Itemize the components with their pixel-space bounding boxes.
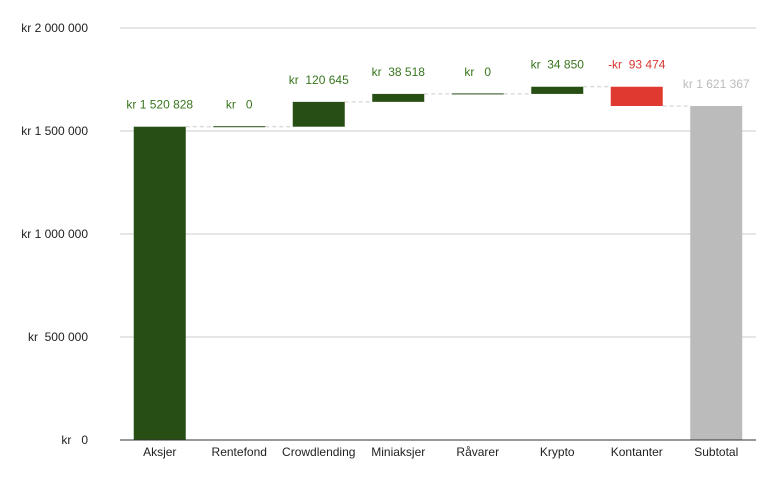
category-label: Miniaksjer <box>371 445 425 459</box>
data-label: kr 0 <box>226 98 253 112</box>
y-tick-label: kr 1 500 000 <box>21 124 88 138</box>
data-label: kr 1 520 828 <box>126 98 193 112</box>
data-label: kr 0 <box>464 65 491 79</box>
data-label: -kr 93 474 <box>608 58 666 72</box>
data-label: kr 34 850 <box>531 58 585 72</box>
bar-krypto <box>531 86 584 94</box>
bar-aksjer <box>133 126 186 440</box>
y-tick-label: kr 0 <box>61 433 88 447</box>
y-tick-label: kr 1 000 000 <box>21 227 88 241</box>
y-tick-label: kr 500 000 <box>28 330 88 344</box>
y-tick-label: kr 2 000 000 <box>21 21 88 35</box>
data-label: kr 1 621 367 <box>683 77 750 91</box>
connector-lines <box>185 86 691 128</box>
bar-kontanter <box>610 86 663 106</box>
bar-subtotal <box>690 105 743 440</box>
grid-lines <box>120 27 756 338</box>
category-label: Råvarer <box>456 445 499 459</box>
category-label: Krypto <box>540 445 575 459</box>
category-label: Kontanter <box>611 445 663 459</box>
category-label: Rentefond <box>212 445 267 459</box>
bar-råvarer <box>451 93 504 95</box>
y-axis-ticks: kr 0 kr 500 000 kr 1 000 000 kr 1 500 000 kr… <box>21 21 88 447</box>
category-label: Subtotal <box>694 445 738 459</box>
bar-miniaksjer <box>372 93 425 102</box>
bar-crowdlending <box>292 101 345 127</box>
category-labels: Aksjer Rentefond Crowdlending Miniaksjer Råv… <box>143 445 738 459</box>
category-label: Aksjer <box>143 445 176 459</box>
data-label: kr 38 518 <box>372 65 426 79</box>
bar-rentefond <box>213 126 266 128</box>
category-label: Crowdlending <box>282 445 355 459</box>
bars <box>133 86 743 440</box>
data-labels: kr 1 520 828 kr 0 kr 120 645 kr 38 518 kr 0 k… <box>126 58 750 112</box>
data-label: kr 120 645 <box>289 73 349 87</box>
